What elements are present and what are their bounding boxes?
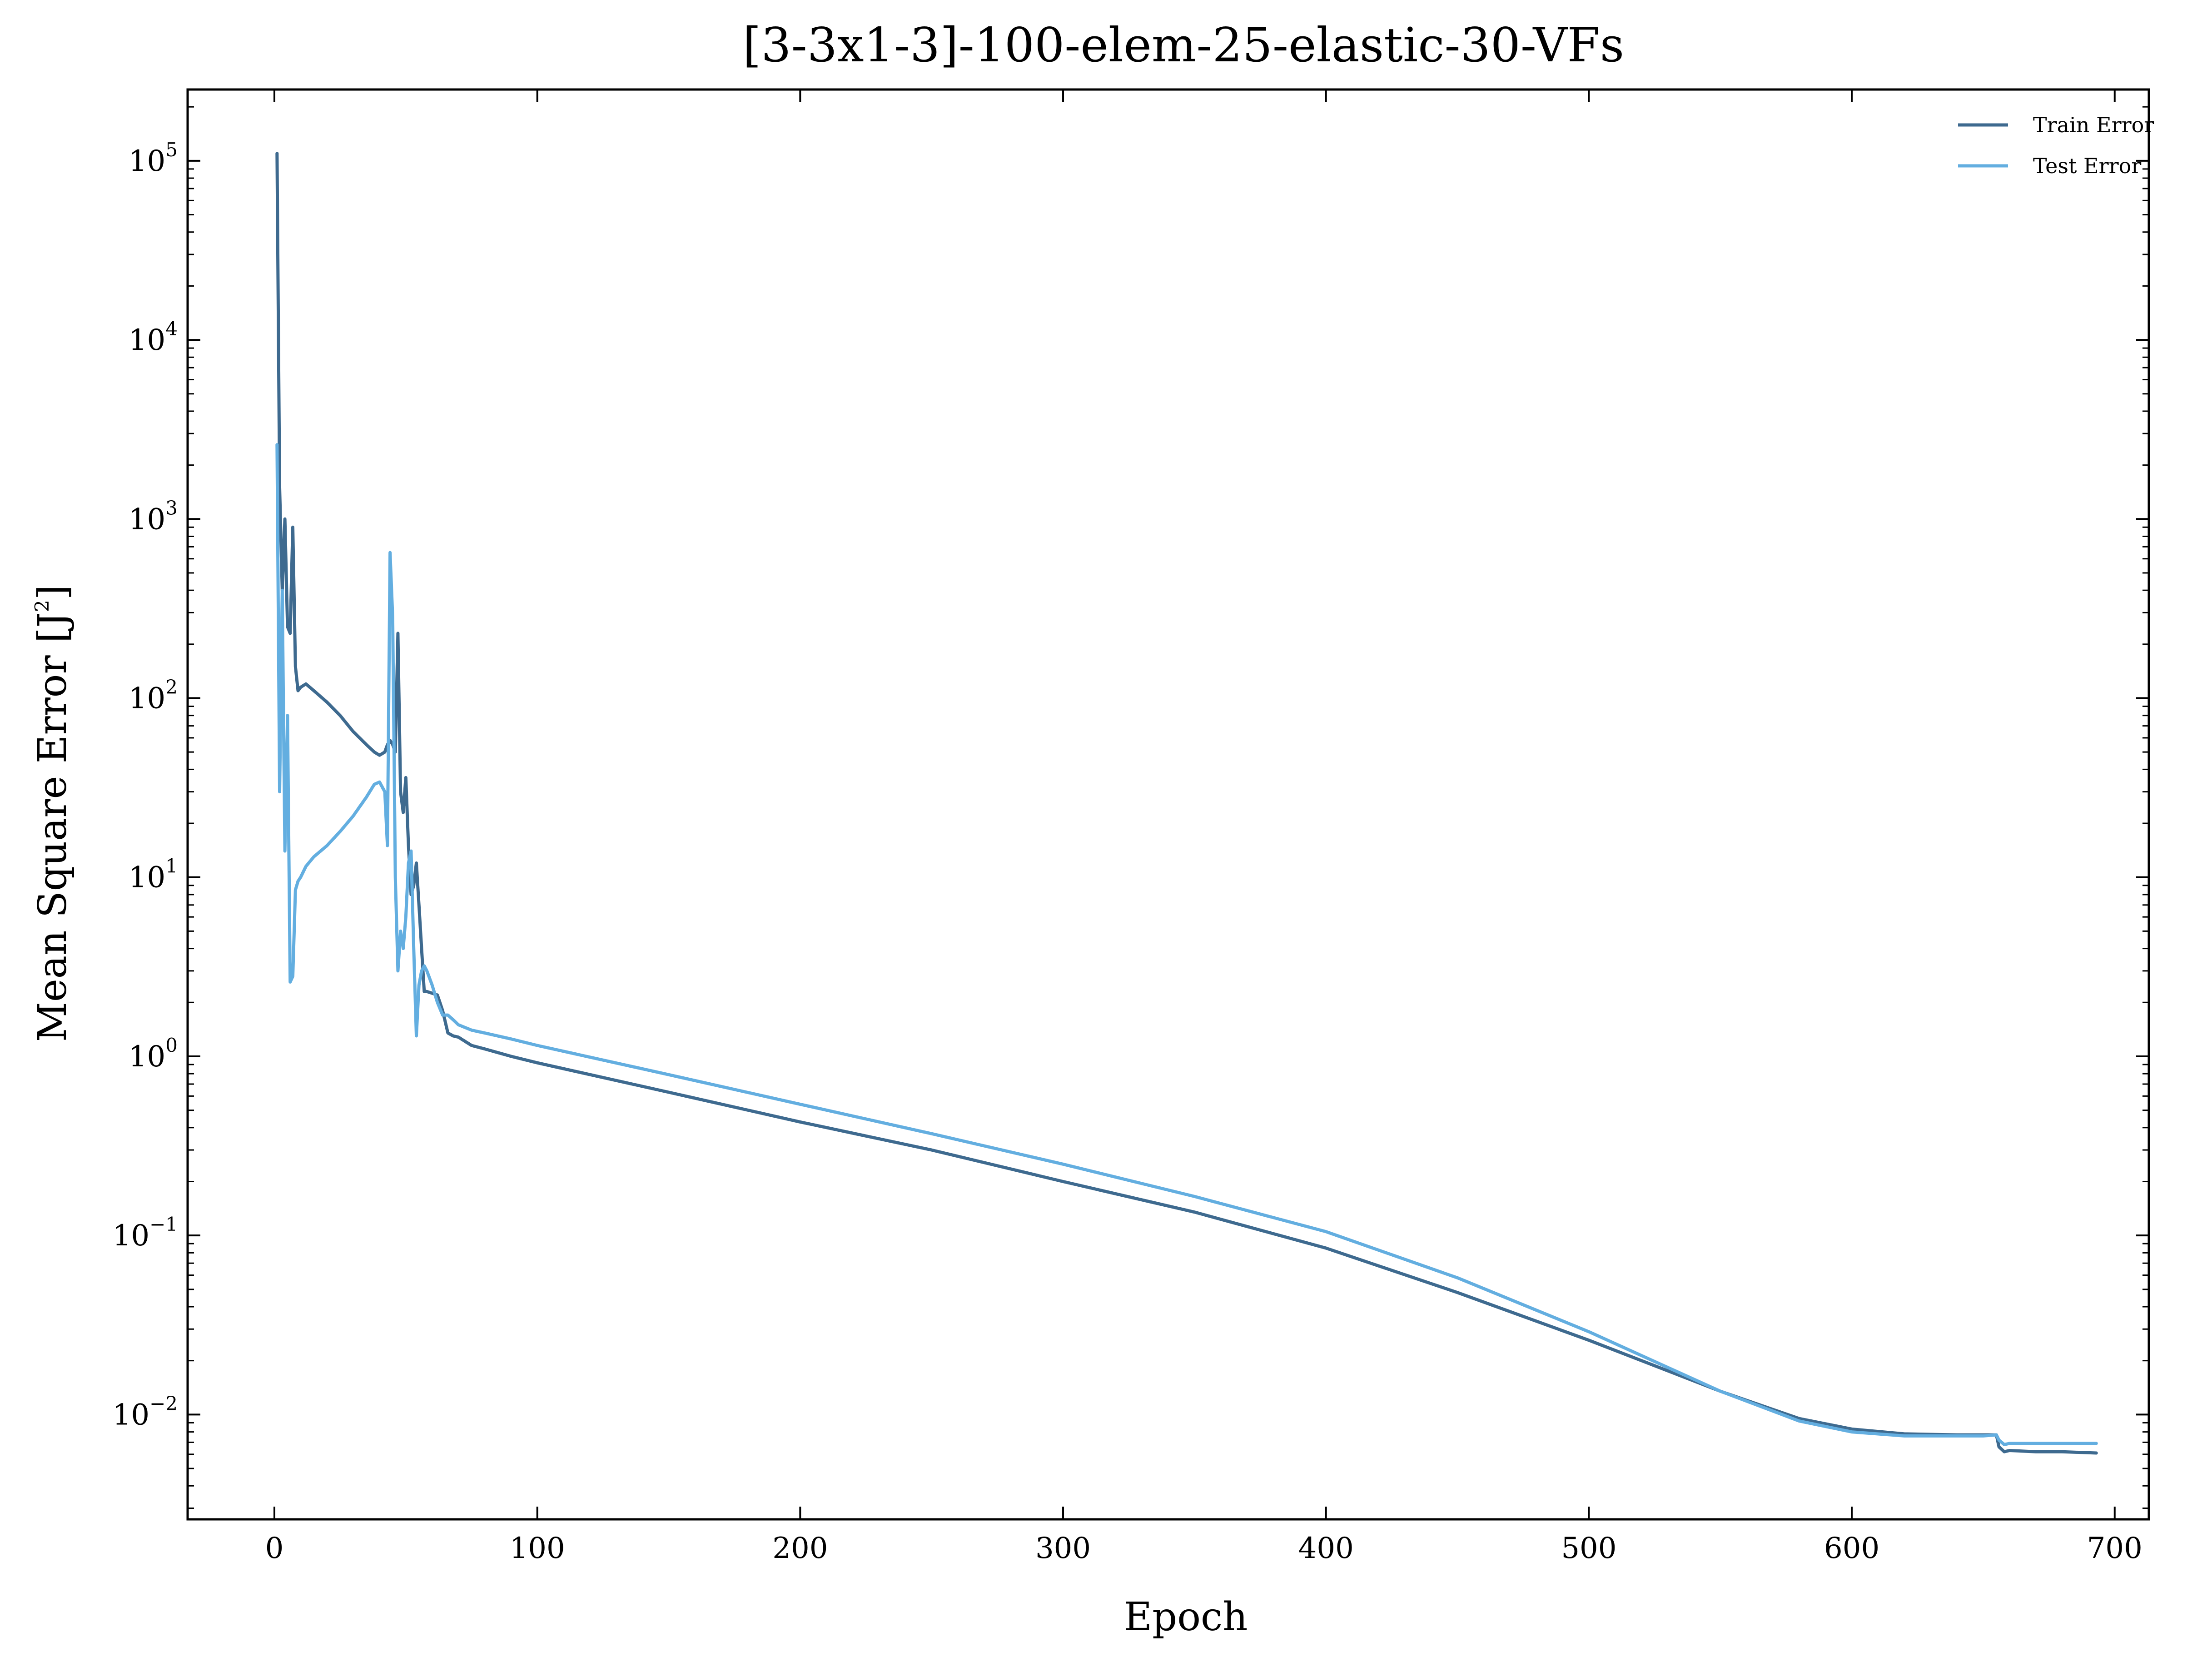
y-tick-label: 102 <box>129 676 178 716</box>
series-line-test-error <box>275 443 2098 1446</box>
y-tick-label: 101 <box>129 855 178 895</box>
y-axis-label-main: Mean Square Error [J <box>30 612 75 1042</box>
y-axis-label-superscript: 2 <box>31 600 53 612</box>
y-tick-label: 104 <box>129 318 178 357</box>
chart-title: [3-3x1-3]-100-elem-25-elastic-30-VFs <box>743 17 1624 73</box>
x-tick-label: 200 <box>772 1532 828 1565</box>
x-axis-label: Epoch <box>1123 1594 1248 1640</box>
legend: Train Error Test Error <box>1958 113 2154 178</box>
y-axis-label-suffix: ] <box>30 585 75 600</box>
x-tick-label: 500 <box>1561 1532 1616 1565</box>
x-tick-label: 300 <box>1035 1532 1091 1565</box>
x-tick-label: 0 <box>265 1532 284 1565</box>
plot-frame <box>186 88 2150 1521</box>
legend-label: Test Error <box>2033 154 2141 178</box>
y-axis-label: Mean Square Error [J2] <box>30 585 75 1042</box>
y-tick-label: 103 <box>129 497 178 536</box>
axis-ticks: 0 100 200 300 400 500 600 700 10−2 10−1 100 101 102 1… <box>113 90 2149 1565</box>
x-tick-label: 100 <box>510 1532 565 1565</box>
y-tick-label: 10−2 <box>113 1392 178 1432</box>
series-lines <box>275 152 2098 1455</box>
x-tick-label: 400 <box>1298 1532 1354 1565</box>
y-tick-label: 100 <box>129 1034 178 1074</box>
y-tick-label: 105 <box>129 139 178 178</box>
x-tick-label: 600 <box>1824 1532 1879 1565</box>
y-tick-label: 10−1 <box>113 1213 178 1253</box>
x-tick-label: 700 <box>2087 1532 2142 1565</box>
legend-label: Train Error <box>2033 113 2154 137</box>
